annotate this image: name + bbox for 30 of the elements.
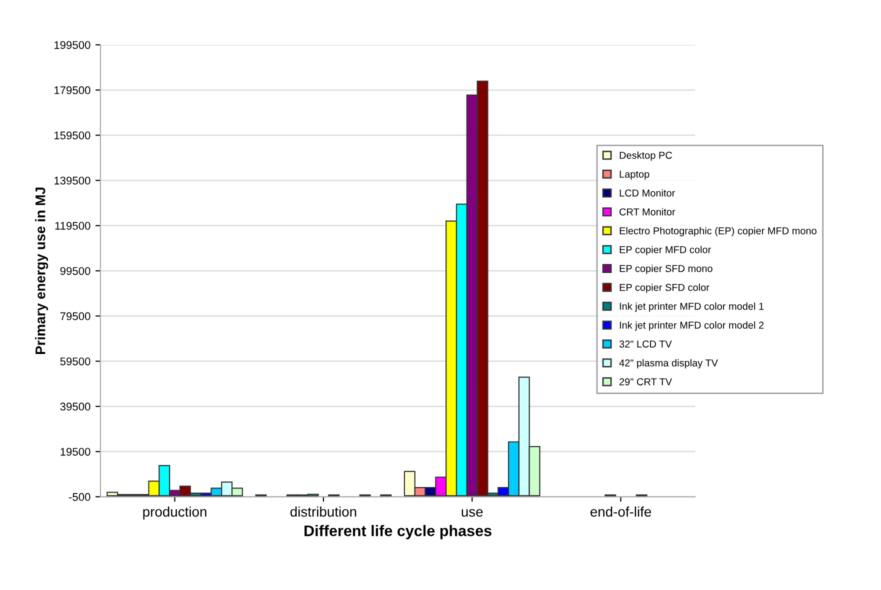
legend-label: Desktop PC <box>620 151 672 161</box>
y-tick-label: 139500 <box>54 176 90 185</box>
x-tick-label: production <box>143 506 206 520</box>
y-tick-label: 39500 <box>60 402 90 411</box>
x-tick-label: use <box>462 509 483 517</box>
y-tick-label: 19500 <box>60 448 90 456</box>
x-axis-title: Different life cycle phases <box>304 525 492 540</box>
y-axis-title: Primary energy use in MJ <box>35 188 48 354</box>
y-tick-label: -500 <box>68 493 90 501</box>
x-tick-label: end-of-life <box>590 506 652 517</box>
legend-label: Ink jet printer MFD color model 1 <box>620 302 764 312</box>
legend-label: 32" LCD TV <box>619 340 672 348</box>
legend-label: Laptop <box>620 170 650 180</box>
y-tick-label: 179500 <box>54 86 90 94</box>
y-tick-label: 119500 <box>55 222 90 230</box>
legend-label: EP copier MFD color <box>620 246 711 256</box>
legend-label: Ink jet printer MFD color model 2 <box>620 321 764 331</box>
legend-label: CRT Monitor <box>620 208 676 216</box>
x-tick-label: distribution <box>290 506 356 517</box>
y-tick-label: 99500 <box>60 267 90 275</box>
legend-label: EP copier SFD color <box>620 284 710 293</box>
legend-label: 29" CRT TV <box>620 378 672 386</box>
y-tick-label: 79500 <box>60 312 90 320</box>
y-tick-label: 59500 <box>60 357 90 366</box>
y-tick-label: 199500 <box>54 41 90 49</box>
legend-label: 42" plasma display TV <box>619 359 718 368</box>
legend-label: Electro Photographic (EP) copier MFD mono <box>620 226 816 236</box>
legend-label: LCD Monitor <box>620 189 675 197</box>
legend-label: EP copier SFD mono <box>620 264 712 274</box>
y-tick-label: 159500 <box>54 131 90 140</box>
